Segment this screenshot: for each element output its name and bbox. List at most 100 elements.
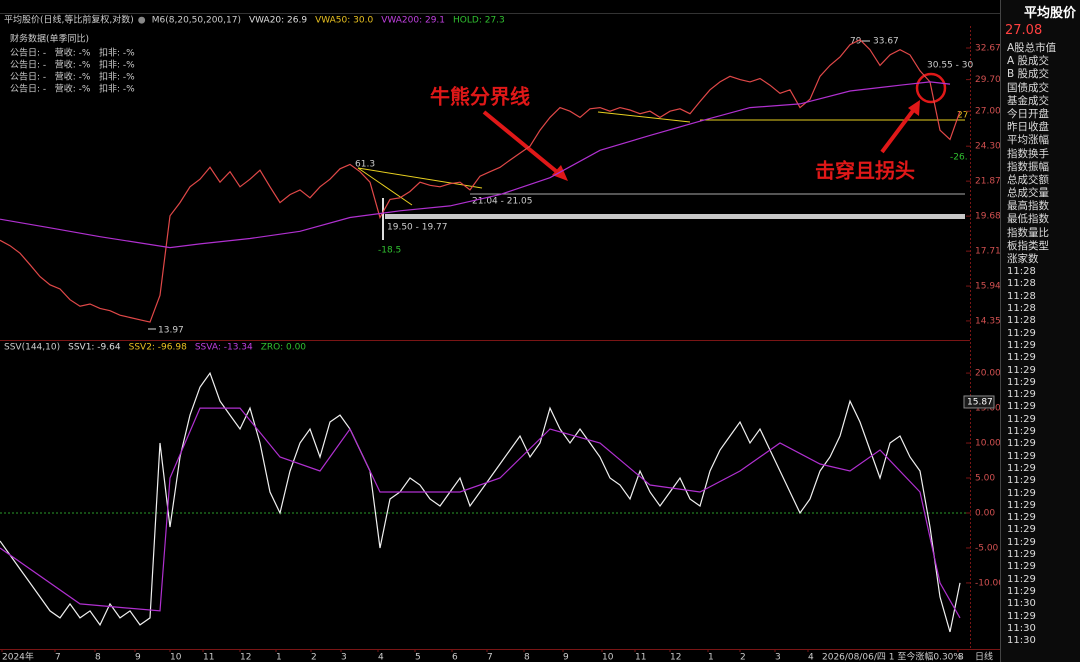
field-label: 最低指数 [1007, 213, 1049, 226]
annotation: 19.50 - 19.77 [387, 223, 448, 233]
arrow [880, 106, 917, 154]
current-value-label: 15.87 [967, 397, 993, 407]
time-label: 11:29 [1007, 573, 1036, 585]
arrow-head [552, 165, 568, 181]
time-label: 11:29 [1007, 462, 1036, 474]
indicator-label: M6(8,20,50,200,17) [152, 16, 241, 26]
annotation: -18.5 [378, 246, 401, 256]
time-label: 11:28 [1007, 315, 1036, 327]
x-tick-label: 11 [635, 653, 646, 662]
chart: 平均股价(日线,等比前复权,对数) 财务数据(单季同比) 公告日: - 营收: … [0, 13, 1000, 662]
field-label: 基金成交 [1007, 94, 1049, 107]
y-tick-label: 32.67 [975, 43, 1000, 53]
annotation: -26. [950, 153, 968, 163]
annotation: 33.67 [873, 37, 899, 47]
x-tick-label: 7 [55, 653, 61, 662]
y-tick-label: 15.00 [975, 404, 1000, 414]
indicator-label: SSVA: -13.34 [195, 343, 253, 353]
x-tick-label: 4 [808, 653, 814, 662]
field-label: B 股成交 [1007, 68, 1050, 81]
series-line [0, 81, 951, 249]
x-tick-label: 6 [452, 653, 458, 662]
indicator-label: VWA50: 30.0 [315, 16, 373, 26]
time-label: 11:29 [1007, 536, 1036, 548]
arrow-head [908, 100, 920, 116]
annotation: 30.55 - 30 [927, 61, 973, 71]
trend-line [597, 111, 691, 123]
time-label: 11:28 [1007, 290, 1036, 302]
current-value-box [963, 395, 995, 409]
field-label: 平均涨幅 [1007, 134, 1049, 147]
field-label: 最高指数 [1007, 200, 1049, 213]
time-label: 11:29 [1007, 561, 1036, 573]
trend-line [357, 167, 413, 206]
x-tick-label: 8 [958, 653, 964, 662]
field-label: 国债成交 [1007, 81, 1049, 94]
indicator-label: ZRO: 0.00 [261, 343, 307, 353]
side-price: 27.08 [1005, 23, 1043, 38]
status-date: 2026/08/06/四 1 至今涨幅0.30% [822, 651, 962, 662]
time-label: 11:29 [1007, 389, 1036, 401]
y-tick-label: -5.00 [975, 543, 999, 553]
x-tick-label: 5 [415, 653, 421, 662]
finance-row: 公告日: - 营收: -% 扣非: -% [10, 83, 135, 95]
field-label: A股总市值 [1007, 42, 1057, 54]
time-label: 11:29 [1007, 438, 1036, 450]
finance-box: 财务数据(单季同比) 公告日: - 营收: -% 扣非: -% 公告日: - 营… [10, 33, 135, 95]
x-tick-label: 10 [170, 653, 182, 662]
finance-title: 财务数据(单季同比) [10, 33, 89, 45]
annotation: 21.04 - 21.05 [472, 197, 533, 207]
field-label: 涨家数 [1007, 253, 1039, 265]
time-list: 11:28 11:28 11:28 11:28 11:28 11:29 11:29 11:29… [1001, 266, 1080, 647]
x-tick-label: 2024年 [2, 651, 34, 662]
annotation: 61.3 [355, 160, 375, 170]
time-label: 11:29 [1007, 352, 1036, 364]
x-tick-label: 1 [276, 653, 282, 662]
indicator-label: VWA200: 29.1 [381, 16, 445, 26]
drawings: 牛熊分界线 击穿且拐头 61.3 79 33.67 30.55 - 30 27 … [148, 37, 973, 336]
time-label: 11:29 [1007, 499, 1036, 511]
x-tick-label: 12 [670, 653, 681, 662]
x-tick-label: 7 [487, 653, 493, 662]
time-label: 11:30 [1007, 622, 1036, 634]
x-tick-label: 9 [135, 653, 141, 662]
time-label: 11:29 [1007, 401, 1036, 413]
time-label: 11:29 [1007, 585, 1036, 597]
time-label: 11:28 [1007, 278, 1036, 290]
y-tick-label: 15.94 [975, 282, 1000, 292]
x-tick-label: 3 [775, 653, 781, 662]
finance-row: 公告日: - 营收: -% 扣非: -% [10, 59, 135, 71]
series-line [0, 38, 961, 323]
price-header: 平均股价(日线,等比前复权,对数) [4, 14, 134, 26]
x-tick-label: 4 [378, 653, 384, 662]
y-tick-label: -10.00 [975, 578, 1000, 588]
field-label: 指数振幅 [1007, 160, 1049, 173]
y-tick-label: 17.71 [975, 247, 1000, 257]
x-tick-label: 1 [708, 653, 714, 662]
y-tick-label: 27.00 [975, 107, 1000, 117]
indicator-label: SSV2: -96.98 [129, 343, 187, 353]
field-label: 今日开盘 [1007, 107, 1049, 120]
finance-row: 公告日: - 营收: -% 扣非: -% [10, 47, 135, 59]
annotation: 27 [957, 111, 968, 121]
side-title: 平均股价 [1023, 6, 1076, 21]
annotation: 牛熊分界线 [430, 85, 530, 109]
time-label: 11:29 [1007, 475, 1036, 487]
time-label: 11:29 [1007, 413, 1036, 425]
indicator-label: VWA20: 26.9 [249, 16, 307, 26]
y-tick-label: 5.00 [975, 474, 995, 484]
series-line [0, 371, 961, 633]
time-label: 11:29 [1007, 610, 1036, 622]
side-panel: 平均股价 27.08 A股总市值 A 股成交 B 股成交 国债成交 基金成交 今日开盘 昨日… [1000, 0, 1080, 662]
x-tick-label: 12 [240, 653, 251, 662]
time-label: 11:29 [1007, 549, 1036, 561]
status-period: 日线 [975, 651, 993, 662]
time-label: 11:29 [1007, 364, 1036, 376]
time-label: 11:29 [1007, 376, 1036, 388]
x-tick-label: 11 [203, 653, 214, 662]
plot: 20.00 15.00 10.00 5.00 0.00 -5.00 -10.00 2024年 7… [0, 369, 1000, 662]
range-band [385, 214, 965, 219]
x-tick-label: 3 [341, 653, 347, 662]
y-tick-label: 19.68 [975, 212, 1000, 222]
